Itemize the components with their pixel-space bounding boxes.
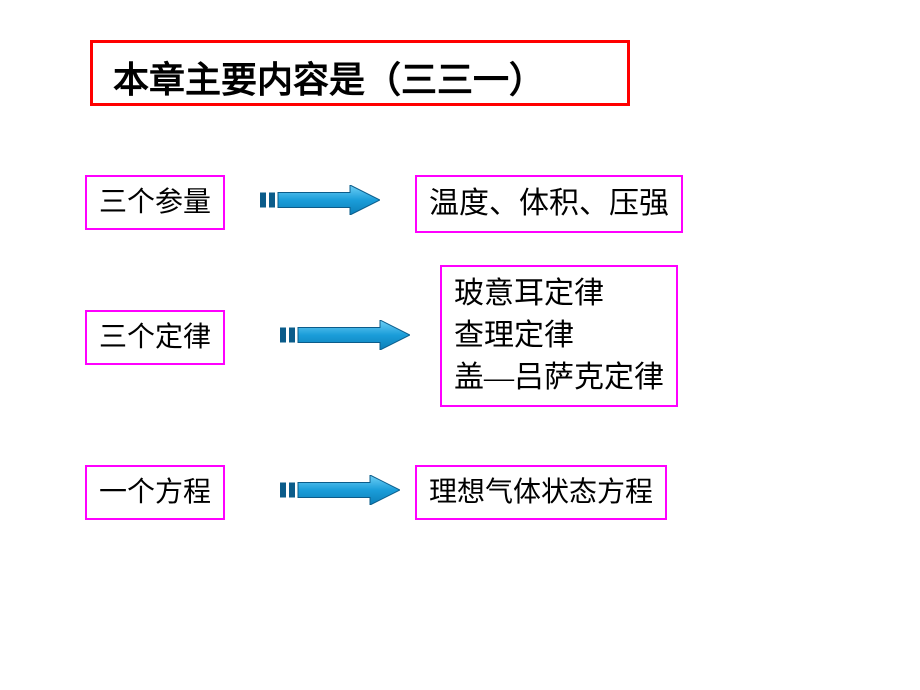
right-label-parameters: 温度、体积、压强 — [415, 175, 683, 233]
arrow-equation — [280, 475, 400, 505]
left-label-laws: 三个定律 — [85, 310, 225, 365]
title-box: 本章主要内容是（三三一） — [90, 40, 630, 106]
left-label-parameters: 三个参量 — [85, 175, 225, 230]
right-label-laws: 玻意耳定律查理定律盖—吕萨克定律 — [440, 265, 678, 407]
left-label-equation: 一个方程 — [85, 465, 225, 520]
arrow-laws — [280, 320, 410, 350]
right-label-equation: 理想气体状态方程 — [415, 465, 667, 520]
arrow-parameters — [260, 185, 380, 215]
